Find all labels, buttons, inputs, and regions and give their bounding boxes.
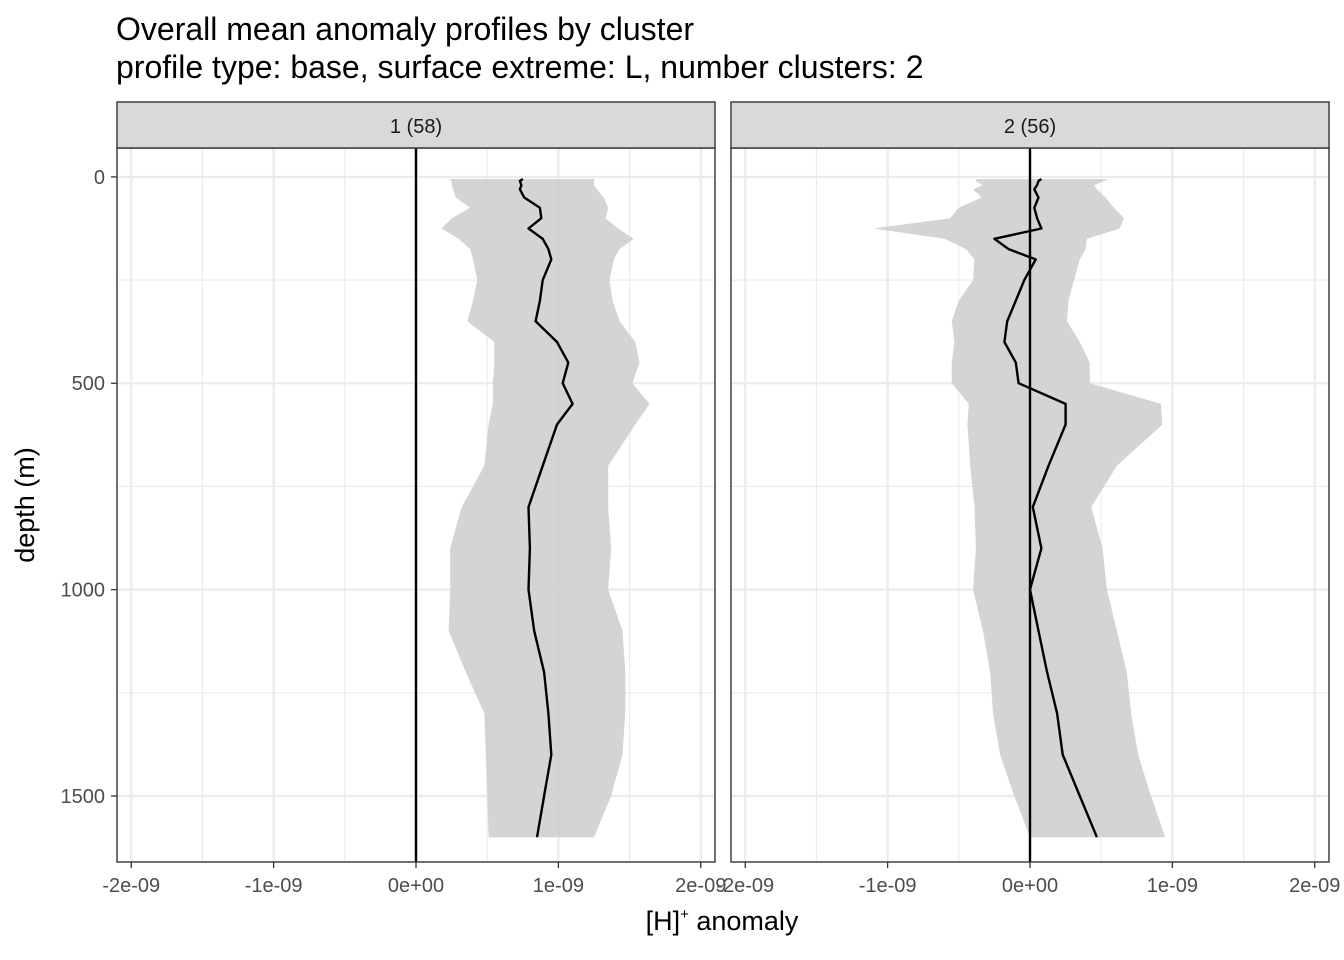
x-tick-label: 0e+00 — [388, 875, 444, 897]
facet-panel-1: 1 (58) -2e-09 -1e-09 0e+00 1e-09 2e-09 0 500 100… — [61, 101, 726, 897]
x-axis-title-superscript: + — [680, 906, 689, 923]
x-axis-title-main: [H] — [646, 906, 681, 936]
facet-strip-label: 2 (56) — [1004, 116, 1056, 138]
mean-profile-line — [518, 178, 574, 838]
uncertainty-ribbon — [441, 179, 650, 838]
x-tick-label: 2e-09 — [675, 875, 726, 897]
x-axis-title-rest: anomaly — [689, 906, 799, 936]
x-tick-label: -1e-09 — [245, 875, 303, 897]
chart-title: Overall mean anomaly profiles by cluster — [116, 11, 694, 47]
x-tick-label: -2e-09 — [102, 875, 160, 897]
facet-strip — [730, 101, 1330, 149]
chart-subtitle: profile type: base, surface extreme: L, … — [116, 49, 923, 85]
y-axis-title: depth (m) — [10, 447, 40, 563]
x-tick-label: -2e-09 — [716, 875, 774, 897]
y-tick-label: 1000 — [61, 580, 106, 602]
facet-strip — [116, 101, 716, 149]
x-tick-label: 2e-09 — [1289, 875, 1340, 897]
x-tick-label: 0e+00 — [1002, 875, 1058, 897]
uncertainty-ribbon — [873, 179, 1166, 838]
facet-panels: 1 (58) -2e-09 -1e-09 0e+00 1e-09 2e-09 0 500 100… — [61, 101, 1340, 897]
x-axis-title: [H]+ anomaly — [646, 906, 799, 936]
y-tick-label: 0 — [94, 167, 105, 189]
x-tick-label: 1e-09 — [533, 875, 584, 897]
y-tick-label: 1500 — [61, 786, 106, 808]
y-tick-label: 500 — [72, 373, 105, 395]
x-tick-label: -1e-09 — [859, 875, 917, 897]
x-tick-label: 1e-09 — [1147, 875, 1198, 897]
facet-strip-label: 1 (58) — [390, 116, 442, 138]
mean-profile-line — [993, 178, 1099, 838]
facet-panel-2: 2 (56) -2e-09 -1e-09 0e+00 1e-09 2e-09 — [716, 101, 1340, 897]
